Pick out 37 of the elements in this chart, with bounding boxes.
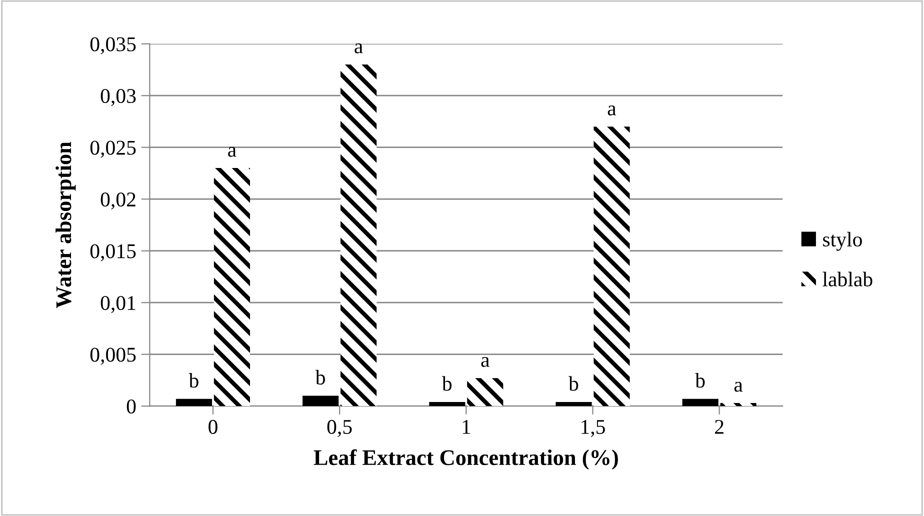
y-tick-label: 0,01 — [100, 296, 136, 314]
bar — [302, 396, 339, 406]
annotation: b — [568, 376, 578, 391]
annotation: a — [481, 356, 490, 367]
bar — [214, 168, 250, 406]
bar — [429, 402, 466, 406]
bar — [467, 378, 504, 406]
x-tick-label: 1,5 — [582, 420, 605, 437]
annotation: a — [734, 382, 743, 392]
annotation: a — [228, 146, 236, 157]
y-axis-title: Water absorption — [56, 142, 76, 308]
y-tick-label: 0 — [126, 399, 136, 414]
y-tick-label: 0,025 — [90, 140, 136, 158]
annotation: b — [442, 376, 452, 391]
annotation: b — [315, 370, 325, 385]
x-tick-label: 0,5 — [327, 420, 352, 437]
annotation: a — [354, 43, 363, 54]
bar — [594, 126, 630, 406]
bar — [176, 398, 212, 406]
legend-label: stylo — [823, 232, 862, 251]
x-axis-title: Leaf Extract Concentration (%) — [314, 449, 618, 470]
x-tick-label: 0 — [208, 420, 218, 434]
x-tick-label: 2 — [715, 420, 724, 434]
x-tick-label: 1 — [462, 420, 470, 434]
y-tick-label: 0,035 — [90, 37, 136, 54]
annotation: a — [608, 106, 616, 116]
bar — [682, 398, 718, 406]
y-tick-label: 0,03 — [100, 88, 136, 106]
bar — [340, 64, 377, 406]
y-tick-label: 0,005 — [90, 348, 136, 365]
y-tick-label: 0,02 — [100, 192, 136, 210]
bar — [556, 402, 592, 406]
bar — [720, 402, 756, 406]
y-tick-label: 0,015 — [90, 244, 136, 262]
annotation: b — [188, 373, 198, 388]
annotation: b — [695, 373, 705, 388]
legend-label: lablab — [822, 272, 872, 286]
